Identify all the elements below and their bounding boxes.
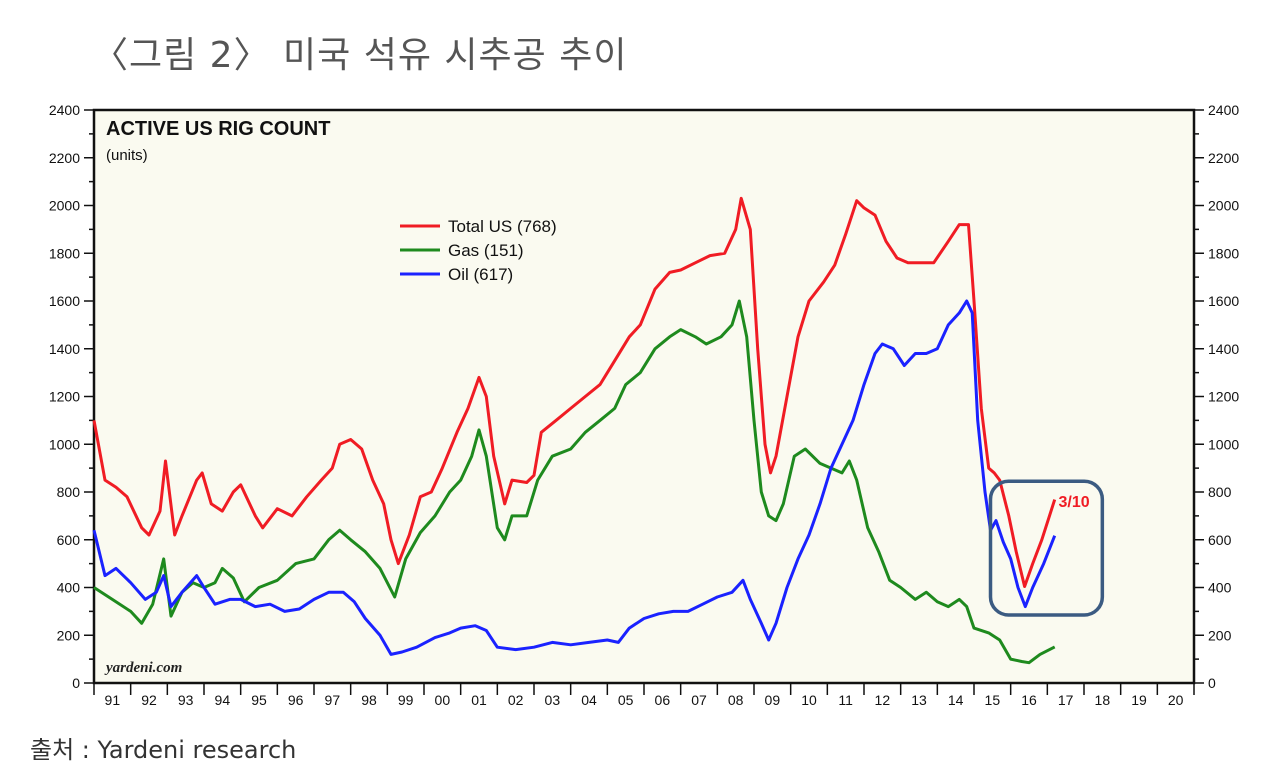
x-tick-label: 12 [875, 692, 891, 708]
y-tick-label-left: 800 [57, 484, 81, 500]
x-tick-label: 02 [508, 692, 524, 708]
y-tick-label-left: 2200 [49, 150, 80, 166]
x-tick-label: 95 [251, 692, 267, 708]
x-tick-label: 10 [801, 692, 817, 708]
y-tick-label-left: 1200 [49, 389, 80, 405]
x-tick-label: 93 [178, 692, 194, 708]
x-tick-label: 11 [838, 692, 853, 708]
series-line-oil [92, 299, 1057, 656]
x-tick-label: 07 [691, 692, 707, 708]
y-tick-label-left: 0 [72, 675, 80, 691]
y-tick-label-right: 800 [1208, 484, 1232, 500]
y-tick-label-left: 400 [57, 580, 81, 596]
y-tick-label-right: 1000 [1208, 436, 1239, 452]
x-tick-label: 14 [948, 692, 964, 708]
y-tick-label-left: 1800 [49, 245, 80, 261]
x-tick-label: 98 [361, 692, 377, 708]
figure-title: 〈그림 2〉 미국 석유 시추공 추이 [92, 35, 628, 76]
x-tick-label: 96 [288, 692, 304, 708]
x-tick-label: 00 [435, 692, 451, 708]
y-tick-label-right: 400 [1208, 580, 1232, 596]
annotation-3-10: 3/10 [1059, 494, 1090, 511]
y-tick-label-left: 2000 [49, 198, 80, 214]
y-tick-label-right: 1600 [1208, 293, 1239, 309]
legend-label-total: Total US (768) [448, 217, 557, 236]
y-tick-label-left: 1600 [49, 293, 80, 309]
y-tick-label-left: 2400 [49, 102, 80, 118]
series-line-gas [93, 299, 1056, 665]
y-tick-label-left: 600 [57, 532, 81, 548]
chart-subtitle: (units) [106, 147, 148, 164]
y-tick-label-right: 2000 [1208, 198, 1239, 214]
highlight-box [988, 479, 1105, 617]
x-tick-label: 03 [545, 692, 561, 708]
y-tick-label-left: 1000 [49, 436, 80, 452]
x-tick-label: 97 [325, 692, 341, 708]
x-tick-label: 92 [141, 692, 157, 708]
y-tick-label-right: 200 [1208, 627, 1232, 643]
x-tick-label: 19 [1131, 692, 1147, 708]
x-tick-label: 91 [105, 692, 121, 708]
chart-title: ACTIVE US RIG COUNT [106, 118, 330, 140]
y-tick-label-left: 1400 [49, 341, 80, 357]
y-tick-label-right: 2200 [1208, 150, 1239, 166]
y-tick-label-right: 1200 [1208, 389, 1239, 405]
y-tick-label-left: 200 [57, 627, 81, 643]
x-tick-label: 05 [618, 692, 634, 708]
source-note: 출처 : Yardeni research [30, 736, 297, 764]
y-tick-label-right: 1800 [1208, 245, 1239, 261]
x-tick-label: 16 [1021, 692, 1037, 708]
x-tick-label: 04 [581, 692, 597, 708]
x-tick-label: 06 [655, 692, 671, 708]
x-tick-label: 01 [471, 692, 487, 708]
x-tick-label: 13 [911, 692, 927, 708]
x-tick-label: 94 [215, 692, 231, 708]
y-tick-label-right: 600 [1208, 532, 1232, 548]
series-line-total [92, 196, 1057, 588]
x-tick-label: 09 [765, 692, 781, 708]
x-tick-label: 15 [985, 692, 1001, 708]
x-tick-label: 17 [1058, 692, 1074, 708]
x-tick-label: 20 [1168, 692, 1184, 708]
y-tick-label-right: 2400 [1208, 102, 1239, 118]
legend: Total US (768) Gas (151) Oil (617) [400, 217, 557, 284]
legend-label-gas: Gas (151) [448, 241, 524, 260]
x-tick-label: 08 [728, 692, 744, 708]
legend-label-oil: Oil (617) [448, 265, 513, 284]
x-tick-label: 18 [1095, 692, 1111, 708]
watermark: yardeni.com [104, 660, 182, 676]
plot-area [94, 110, 1194, 683]
y-tick-label-right: 1400 [1208, 341, 1239, 357]
x-tick-label: 99 [398, 692, 414, 708]
y-tick-label-right: 0 [1208, 675, 1216, 691]
